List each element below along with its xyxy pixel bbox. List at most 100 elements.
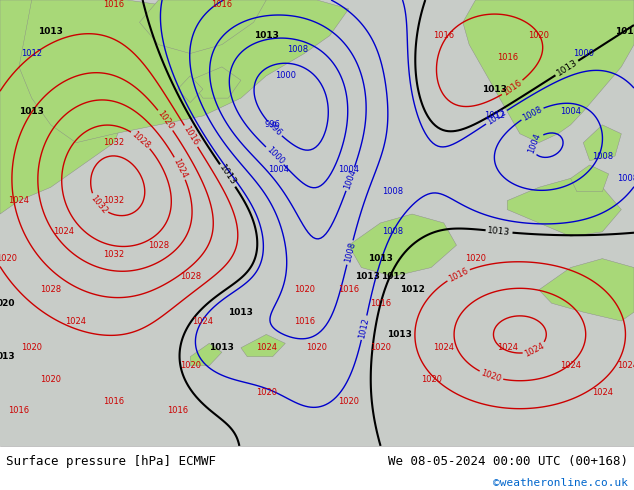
Polygon shape [539,259,634,321]
Text: 1028: 1028 [40,285,61,294]
Text: 1016: 1016 [433,31,455,40]
Text: 1032: 1032 [88,193,109,215]
Text: 1012: 1012 [21,49,42,58]
Text: 1016: 1016 [103,0,125,9]
Text: 1013: 1013 [487,226,511,237]
Text: 1024: 1024 [592,388,613,397]
Text: 020: 020 [0,299,16,308]
Text: 1024: 1024 [53,227,74,236]
Text: 1024: 1024 [256,343,277,352]
Text: 1024: 1024 [560,361,581,370]
Text: 1004: 1004 [526,132,542,155]
Text: 1020: 1020 [256,388,277,397]
Text: 1016: 1016 [370,299,391,308]
Text: 1004: 1004 [338,165,359,174]
Text: 1008: 1008 [382,227,404,236]
Text: 1008: 1008 [592,151,613,161]
Polygon shape [463,0,634,143]
Text: 1024: 1024 [171,157,189,180]
Text: 1020: 1020 [528,31,550,40]
Text: 1013: 1013 [19,107,44,116]
Text: 996: 996 [266,120,283,138]
Text: 1020: 1020 [370,343,391,352]
Text: 1024: 1024 [617,361,634,370]
Text: 1008: 1008 [617,174,634,183]
Text: 1000: 1000 [264,145,285,167]
Polygon shape [0,0,139,214]
Text: 1016: 1016 [338,285,359,294]
Text: 1004: 1004 [268,165,290,174]
Text: 1020: 1020 [294,285,315,294]
Text: 1024: 1024 [192,317,214,325]
Text: 1020: 1020 [156,109,176,131]
Text: 1008: 1008 [382,187,404,196]
Text: 1016: 1016 [294,317,315,325]
Text: 1020: 1020 [21,343,42,352]
Text: 1024: 1024 [8,196,30,205]
Text: 1008: 1008 [287,45,309,53]
Text: 1016: 1016 [167,406,188,415]
Polygon shape [19,0,349,143]
Polygon shape [571,165,609,192]
Text: 1020: 1020 [0,254,17,263]
Text: 1013: 1013 [217,164,238,188]
Text: 1013: 1013 [228,308,254,317]
Text: 1020: 1020 [465,254,486,263]
Text: 1012: 1012 [358,317,371,339]
Text: 1013: 1013 [482,85,507,94]
Text: 1012: 1012 [484,111,505,121]
Text: We 08-05-2024 00:00 UTC (00+168): We 08-05-2024 00:00 UTC (00+168) [387,455,628,468]
Text: 1020: 1020 [306,343,328,352]
Text: 1012: 1012 [380,272,406,281]
Text: 1024: 1024 [523,341,546,359]
Polygon shape [0,0,634,446]
Text: 1004: 1004 [560,107,581,116]
Polygon shape [507,178,621,236]
Text: 1013: 1013 [615,27,634,36]
Text: 1000: 1000 [275,72,296,80]
Text: 1020: 1020 [338,397,359,406]
Text: 1013: 1013 [209,343,235,352]
Text: 1004: 1004 [342,168,358,191]
Polygon shape [349,214,456,276]
Text: 1020: 1020 [179,361,201,370]
Polygon shape [241,334,285,357]
Text: 1012: 1012 [399,285,425,294]
Text: 996: 996 [264,121,281,129]
Text: 1013: 1013 [254,31,279,40]
Text: 1008: 1008 [343,241,357,264]
Text: 1016: 1016 [103,397,125,406]
Text: 1013: 1013 [555,58,579,78]
Text: 1016: 1016 [181,125,200,147]
Text: 1008: 1008 [521,104,543,122]
Text: 1012: 1012 [485,108,508,127]
Text: 1013: 1013 [355,272,380,281]
Text: 1032: 1032 [103,196,125,205]
Polygon shape [190,343,222,366]
Text: 1013: 1013 [368,254,393,263]
Polygon shape [190,67,241,98]
Text: 1028: 1028 [148,241,169,250]
Text: 1013: 1013 [38,27,63,36]
Text: 1032: 1032 [103,138,125,147]
Polygon shape [139,0,266,53]
Text: 1024: 1024 [496,343,518,352]
Text: 1024: 1024 [433,343,455,352]
Text: ©weatheronline.co.uk: ©weatheronline.co.uk [493,478,628,489]
Text: 1032: 1032 [103,250,125,259]
Text: 1016: 1016 [211,0,233,9]
Polygon shape [583,125,621,161]
Text: 1016: 1016 [501,78,524,98]
Text: 1024: 1024 [65,317,87,325]
Text: 1016: 1016 [496,53,518,62]
Text: Surface pressure [hPa] ECMWF: Surface pressure [hPa] ECMWF [6,455,216,468]
Polygon shape [178,76,203,102]
Text: 1028: 1028 [179,272,201,281]
Text: 013: 013 [0,352,16,361]
Text: 1020: 1020 [420,374,442,384]
Text: 1028: 1028 [130,129,152,150]
Text: 1020: 1020 [40,374,61,384]
Text: 1020: 1020 [480,368,503,384]
Text: 1013: 1013 [387,330,412,339]
Text: 1016: 1016 [447,266,470,283]
